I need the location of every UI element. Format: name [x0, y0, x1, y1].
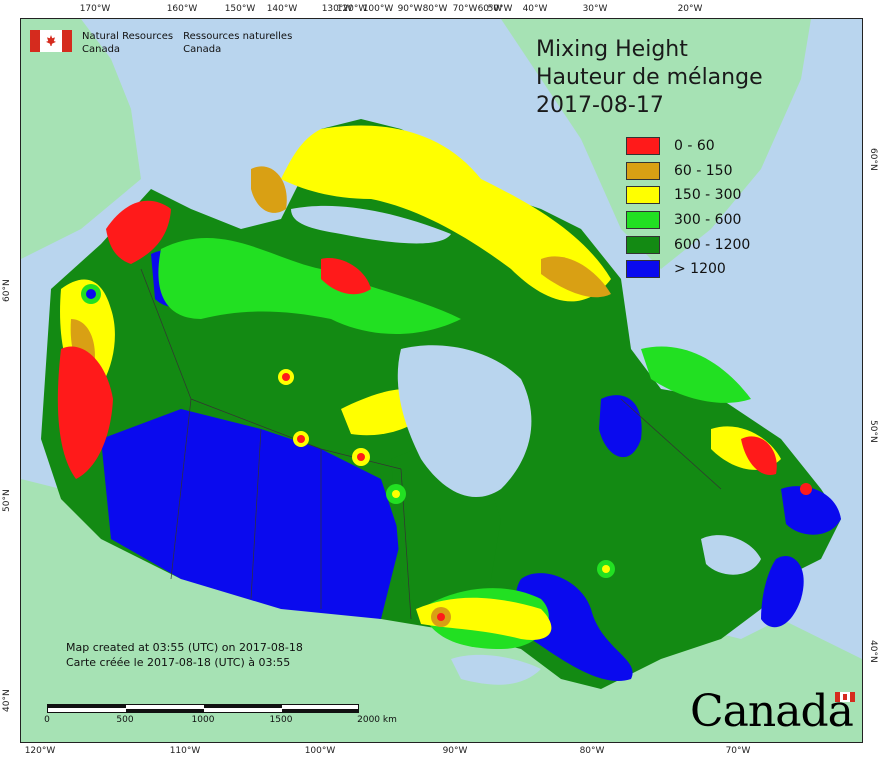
- local-hotspots: [81, 284, 812, 627]
- legend-item: 600 - 1200: [626, 232, 750, 257]
- lon-label-top: 120°W: [336, 4, 368, 14]
- legend: 0 - 60 60 - 150 150 - 300 300 - 600 600 - 12…: [626, 134, 750, 282]
- alaska-land: [21, 19, 141, 259]
- mixing-height-map: [21, 19, 862, 742]
- lon-label-bottom: 120°W: [24, 746, 56, 756]
- legend-swatch: [626, 211, 660, 230]
- zone-60-150-baffin: [541, 256, 611, 298]
- wordmark-text: Canada: [690, 686, 854, 737]
- hudson-bay: [397, 345, 532, 498]
- legend-label: > 1200: [674, 261, 726, 278]
- zone-150-300-ontario-band: [416, 597, 552, 640]
- lon-label-top: 20°W: [677, 4, 703, 14]
- lat-label-left: 50°N: [2, 489, 12, 512]
- lon-label-bottom: 100°W: [304, 746, 336, 756]
- wordmark-flag-icon: [834, 692, 855, 702]
- zone-300-600-arctic: [158, 238, 462, 334]
- zone-60-150-arctic: [251, 166, 287, 213]
- lat-label-right: 50°N: [868, 420, 878, 443]
- lon-label-top: 150°W: [224, 4, 256, 14]
- credit-fr: Carte créée le 2017-08-18 (UTC) à 03:55: [66, 656, 291, 669]
- zone-300-600-labrador: [641, 346, 751, 403]
- legend-label: 600 - 1200: [674, 236, 751, 253]
- lon-label-top: 160°W: [166, 4, 198, 14]
- lon-label-bottom: 70°W: [725, 746, 751, 756]
- map-title: Mixing Height Hauteur de mélange 2017-08…: [536, 36, 763, 120]
- zone-gt1200-east: [781, 486, 841, 535]
- map-frame: [20, 18, 863, 743]
- arctic-channel: [291, 205, 451, 244]
- legend-item: 0 - 60: [626, 134, 750, 159]
- lon-label-top: 70°W: [452, 4, 478, 14]
- legend-item: 150 - 300: [626, 183, 750, 208]
- lon-label-bottom: 90°W: [442, 746, 468, 756]
- scale-label: 2000 km: [357, 715, 397, 725]
- scale-label: 0: [44, 715, 50, 725]
- canada-wordmark: Canada: [690, 686, 855, 737]
- agency-en: Natural Resources Canada: [82, 30, 173, 56]
- zone-150-300-arctic-band: [281, 125, 611, 302]
- lon-label-top: 170°W: [79, 4, 111, 14]
- scale-label: 1000: [191, 715, 215, 725]
- legend-label: 150 - 300: [674, 187, 742, 204]
- legend-item: 300 - 600: [626, 208, 750, 233]
- legend-label: 300 - 600: [674, 212, 742, 229]
- lon-label-bottom: 80°W: [579, 746, 605, 756]
- lon-label-bottom: 110°W: [169, 746, 201, 756]
- lat-label-left: 60°N: [2, 279, 12, 302]
- zone-0-60-west-coast: [57, 346, 113, 479]
- scale-bar-graphic: [47, 704, 359, 713]
- canada-flag-icon: [30, 30, 72, 52]
- lon-label-top: 130°W: [321, 4, 353, 14]
- legend-item: > 1200: [626, 257, 750, 282]
- great-lakes: [451, 654, 541, 685]
- lon-label-top: 90°W: [397, 4, 423, 14]
- agency-fr-line2: Canada: [183, 44, 222, 55]
- province-borders: [140, 268, 722, 620]
- agency-fr-line1: Ressources naturelles: [183, 31, 293, 42]
- lon-label-top: 140°W: [266, 4, 298, 14]
- lon-label-top: 50°W: [487, 4, 513, 14]
- legend-label: 0 - 60: [674, 138, 715, 155]
- scale-bar: 0 500 1000 1500 2000 km: [44, 704, 397, 725]
- legend-label: 60 - 150: [674, 162, 733, 179]
- legend-swatch: [626, 137, 660, 156]
- lat-label-left: 40°N: [2, 689, 12, 712]
- usa-land: [21, 479, 862, 742]
- scale-label: 500: [116, 715, 134, 725]
- legend-swatch: [626, 161, 660, 180]
- agency-en-line2: Canada: [82, 44, 121, 55]
- legend-item: 60 - 150: [626, 159, 750, 184]
- credit-en: Map created at 03:55 (UTC) on 2017-08-18: [66, 641, 303, 654]
- lon-label-top: 80°W: [422, 4, 448, 14]
- title-fr: Hauteur de mélange: [536, 65, 763, 90]
- lon-label-top: 100°W: [362, 4, 394, 14]
- zone-0-60-northwest: [106, 200, 171, 264]
- legend-swatch: [626, 235, 660, 254]
- agency-en-line1: Natural Resources: [82, 31, 174, 42]
- gulf-st-lawrence: [701, 535, 761, 575]
- map-date: 2017-08-17: [536, 93, 664, 118]
- lon-label-top: 30°W: [582, 4, 608, 14]
- nrcan-signature: Natural Resources Canada Ressources natu…: [30, 30, 292, 56]
- zone-gt1200-prairies: [101, 409, 401, 619]
- lat-label-right: 60°N: [868, 148, 878, 171]
- lat-label-right: 40°N: [868, 640, 878, 663]
- zone-0-60-arctic-island: [321, 258, 371, 295]
- agency-fr: Ressources naturelles Canada: [183, 30, 292, 56]
- zone-gt1200-quebec: [599, 395, 642, 458]
- lon-label-top: 60°W: [477, 4, 503, 14]
- zone-gt1200-maritime: [761, 555, 804, 628]
- scale-label: 1500: [269, 715, 293, 725]
- zone-0-60-newfoundland: [741, 436, 777, 475]
- map-credit: Map created at 03:55 (UTC) on 2017-08-18…: [66, 640, 303, 670]
- legend-swatch: [626, 260, 660, 279]
- legend-swatch: [626, 186, 660, 205]
- zone-gt1200-ontario: [515, 573, 633, 681]
- lon-label-top: 40°W: [522, 4, 548, 14]
- title-en: Mixing Height: [536, 37, 688, 62]
